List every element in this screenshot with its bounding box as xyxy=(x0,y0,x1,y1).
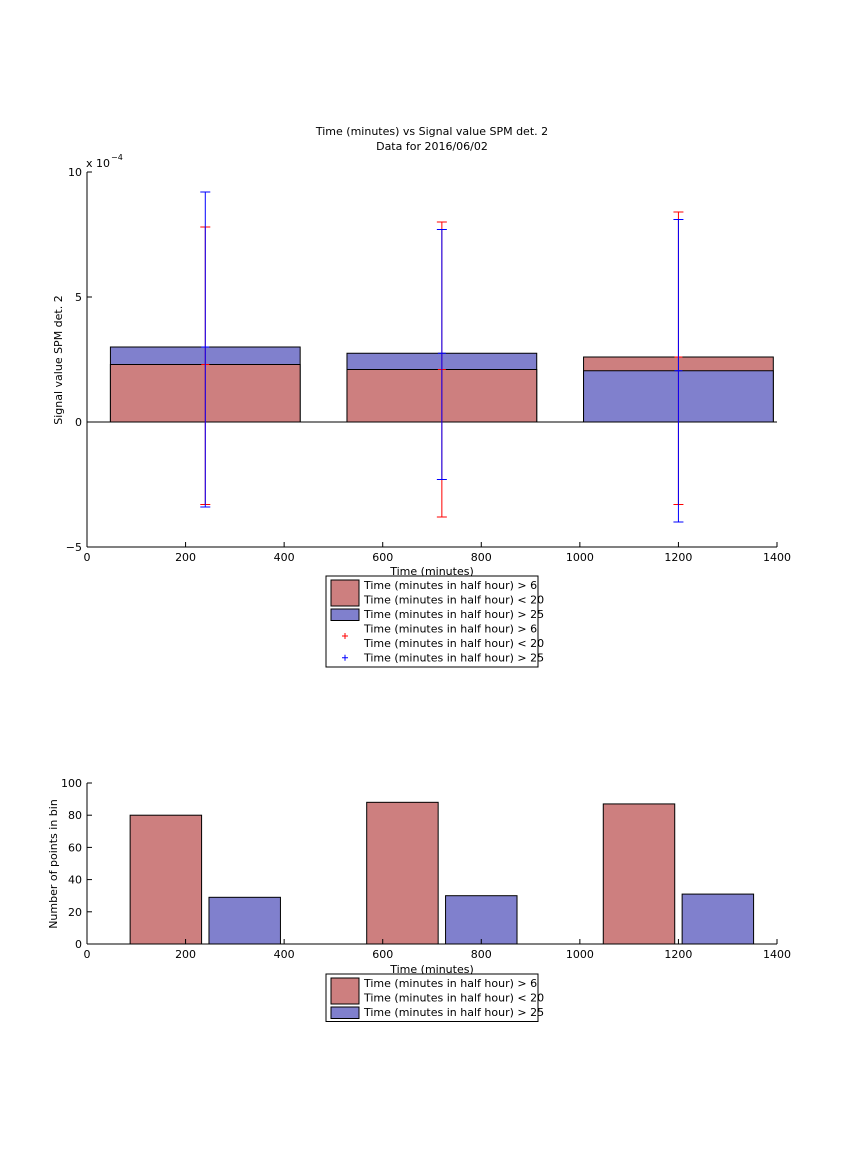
chart2-bars xyxy=(129,801,755,945)
chart2-ytick-label: 20 xyxy=(68,906,82,919)
chart1-legend-label: Time (minutes in half hour) > 6 xyxy=(363,623,537,636)
chart1-ytick-label: 10 xyxy=(68,166,82,179)
chart2-legend-box xyxy=(325,973,539,1022)
chart2-bar xyxy=(129,814,203,945)
chart1-exponent-label: x 10 xyxy=(86,157,110,170)
chart1-legend-swatch xyxy=(330,608,360,621)
chart2-xtick-label: 800 xyxy=(471,948,492,961)
chart2-bar xyxy=(366,801,439,945)
chart1-subtitle: Data for 2016/06/02 xyxy=(376,140,488,153)
chart2-xtick-label: 1200 xyxy=(664,948,692,961)
chart1-xtick-label: 1200 xyxy=(664,551,692,564)
chart1-bars xyxy=(87,346,777,423)
chart2-bar xyxy=(208,896,281,945)
chart2-xtick-label: 200 xyxy=(175,948,196,961)
chart2-legend: Time (minutes in half hour) > 6 Time (min… xyxy=(325,973,544,1022)
chart1-xtick-label: 0 xyxy=(84,551,91,564)
chart1-exponent-power: −4 xyxy=(111,153,123,162)
chart2-xtick-label: 400 xyxy=(274,948,295,961)
chart2-bar xyxy=(445,895,518,945)
chart2-legend-swatch xyxy=(330,977,360,1005)
chart1-ylabel: Signal value SPM det. 2 xyxy=(52,295,65,425)
chart1-xtick-label: 1000 xyxy=(566,551,594,564)
chart2-ytick-label: 40 xyxy=(68,874,82,887)
chart1-legend-label: Time (minutes in half hour) > 6 xyxy=(363,579,537,592)
chart1-ytick-label: −5 xyxy=(66,541,82,554)
chart2-ylabel: Number of points in bin xyxy=(47,799,60,929)
chart2-ytick-label: 60 xyxy=(68,841,82,854)
chart1-title: Time (minutes) vs Signal value SPM det. … xyxy=(315,125,548,138)
chart1-xtick-label: 200 xyxy=(175,551,196,564)
chart1-legend-box xyxy=(325,575,539,668)
chart2-ytick-label: 100 xyxy=(61,777,82,790)
chart2-legend-label: Time (minutes in half hour) < 20 xyxy=(363,992,544,1005)
chart2-ytick-label: 80 xyxy=(68,809,82,822)
chart1-errorbars xyxy=(200,191,684,523)
count-chart: Time (minutes) Number of points in bin 0… xyxy=(47,777,791,1022)
chart1-xlabel: Time (minutes) xyxy=(389,565,474,578)
chart1-ytick-label: 5 xyxy=(75,291,82,304)
chart2-xtick-label: 1400 xyxy=(763,948,791,961)
chart2-xtick-label: 1000 xyxy=(566,948,594,961)
chart2-bar xyxy=(681,893,755,945)
chart2-xlabel: Time (minutes) xyxy=(389,963,474,976)
chart2-ytick-label: 0 xyxy=(75,938,82,951)
chart2-xtick-label: 600 xyxy=(372,948,393,961)
chart1-legend-swatch xyxy=(330,579,360,607)
chart2-bar xyxy=(602,803,676,945)
chart1-legend-label: Time (minutes in half hour) < 20 xyxy=(363,594,544,607)
chart1-legend-label: Time (minutes in half hour) < 20 xyxy=(363,637,544,650)
chart1-legend-label: Time (minutes in half hour) > 25 xyxy=(363,608,544,621)
chart1-xtick-label: 1400 xyxy=(763,551,791,564)
chart1-legend-label: Time (minutes in half hour) > 25 xyxy=(363,652,544,665)
chart1-ytick-label: 0 xyxy=(75,416,82,429)
chart1-xtick-label: 800 xyxy=(471,551,492,564)
chart2-legend-swatch xyxy=(330,1006,360,1019)
chart2-legend-label: Time (minutes in half hour) > 25 xyxy=(363,1006,544,1019)
chart1-xtick-label: 400 xyxy=(274,551,295,564)
chart2-legend-label: Time (minutes in half hour) > 6 xyxy=(363,977,537,990)
chart1-xtick-label: 600 xyxy=(372,551,393,564)
chart2-xtick-label: 0 xyxy=(84,948,91,961)
signal-chart: Time (minutes) vs Signal value SPM det. … xyxy=(52,125,791,668)
chart2-axes: 0 200 400 600 800 1000 1200 1400 0 20 40 60 80 100 xyxy=(61,777,791,961)
